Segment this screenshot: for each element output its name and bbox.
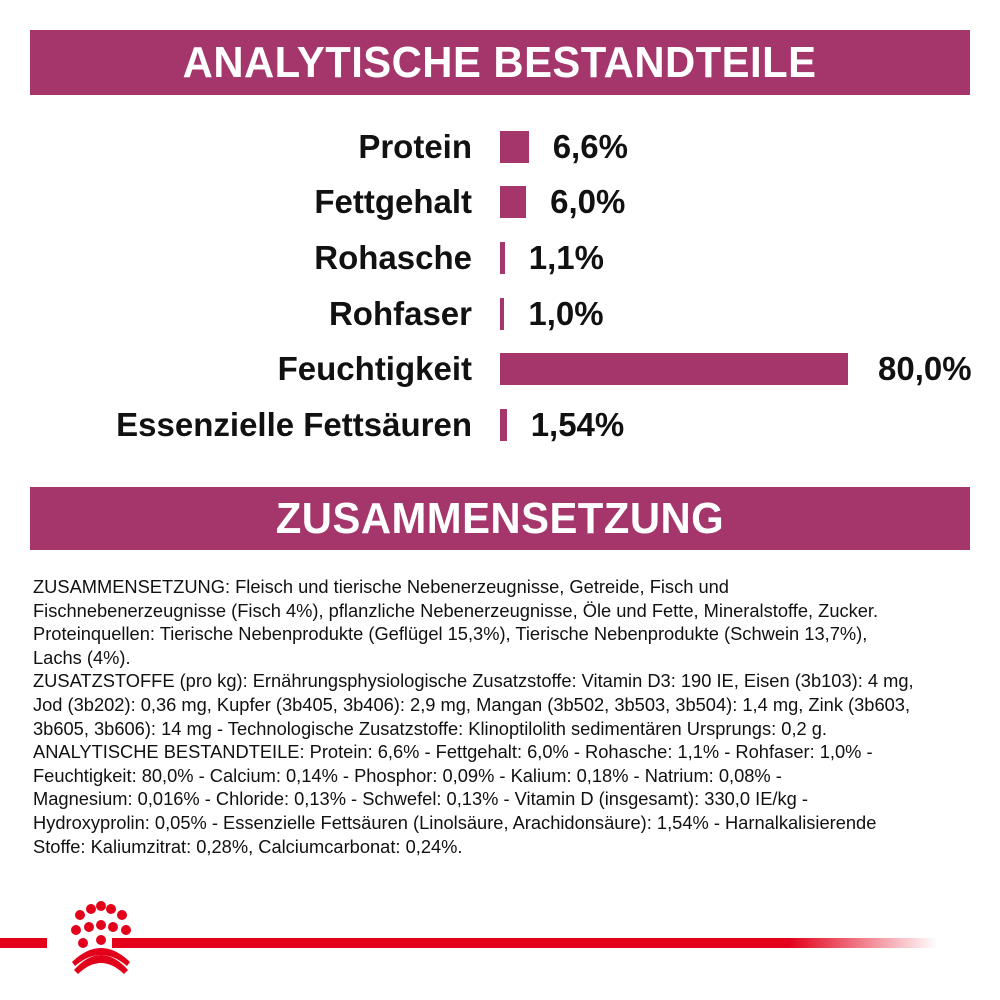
analytics-header-text: ANALYTISCHE BESTANDTEILE: [183, 38, 817, 87]
composition-line: Hydroxyprolin: 0,05% - Essenzielle Fetts…: [33, 811, 877, 833]
data-label: 1,0%: [528, 295, 604, 332]
composition-line: Stoffe: Kaliumzitrat: 0,28%, Calciumcarb…: [33, 835, 463, 857]
composition-line: ZUSAMMENSETZUNG: Fleisch und tierische N…: [33, 576, 729, 597]
brand-footer: [0, 901, 937, 974]
composition-line: Fischnebenerzeugnisse (Fisch 4%), pflanz…: [33, 599, 879, 621]
composition-line: Lachs (4%).: [33, 646, 131, 668]
crown-logo-icon: [71, 901, 131, 974]
red-line-right: [112, 938, 937, 948]
category-label: Essenzielle Fettsäuren: [116, 406, 472, 443]
bar: [500, 242, 505, 274]
composition-line: Magnesium: 0,016% - Chloride: 0,13% - Sc…: [33, 788, 808, 810]
bar: [500, 298, 505, 330]
composition-line: 3b605, 3b606): 14 mg - Technologische Zu…: [33, 717, 828, 739]
chart-row: Feuchtigkeit 80,0%: [0, 349, 1000, 389]
composition-text: ZUSAMMENSETZUNG: Fleisch und tierische N…: [33, 575, 914, 858]
data-label: 80,0%: [878, 350, 972, 387]
bar: [500, 353, 848, 385]
composition-line: ANALYTISCHE BESTANDTEILE: Protein: 6,6% …: [33, 741, 873, 763]
bar: [500, 131, 529, 163]
data-label: 6,0%: [550, 183, 626, 220]
composition-line: Jod (3b202): 0,36 mg, Kupfer (3b405, 3b4…: [33, 693, 911, 715]
red-line-left: [0, 938, 47, 948]
chart-row: Protein 6,6%: [0, 127, 1000, 167]
category-label: Feuchtigkeit: [277, 350, 472, 387]
bar: [500, 409, 507, 441]
chart-row: Rohasche 1,1%: [0, 238, 1000, 278]
chart-row: Fettgehalt 6,0%: [0, 182, 1000, 222]
data-label: 1,1%: [528, 239, 604, 276]
category-label: Rohasche: [314, 239, 472, 276]
composition-line: ZUSATZSTOFFE (pro kg): Ernährungsphysiol…: [33, 670, 914, 692]
analytics-header: ANALYTISCHE BESTANDTEILE: [30, 30, 970, 95]
bar: [500, 186, 527, 218]
category-label: Rohfaser: [328, 295, 472, 332]
category-label: Fettgehalt: [314, 183, 472, 220]
composition-header-text: ZUSAMMENSETZUNG: [275, 494, 725, 543]
data-label: 6,6%: [552, 128, 628, 165]
composition-line: Proteinquellen: Tierische Nebenprodukte …: [33, 623, 868, 645]
composition-line: Feuchtigkeit: 80,0% - Calcium: 0,14% - P…: [33, 764, 782, 786]
category-label: Protein: [358, 128, 472, 165]
chart-row: Rohfaser 1,0%: [0, 294, 1000, 334]
chart-row: Essenzielle Fettsäuren 1,54%: [0, 405, 1000, 445]
composition-header: ZUSAMMENSETZUNG: [30, 487, 970, 550]
data-label: 1,54%: [530, 406, 625, 443]
